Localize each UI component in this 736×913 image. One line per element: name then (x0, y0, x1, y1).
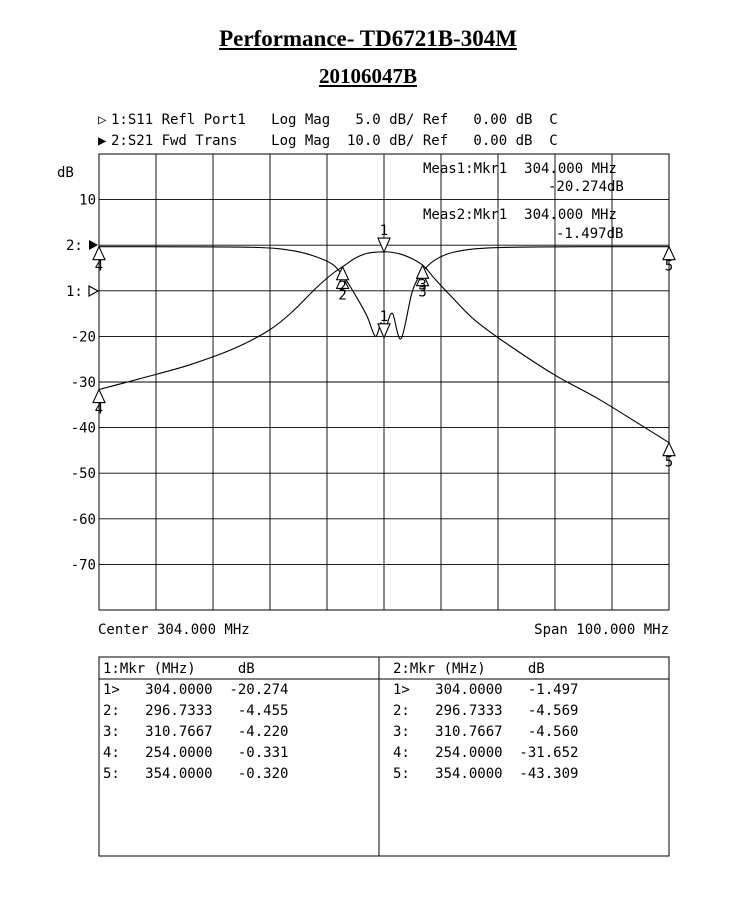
marker-triangle-up-icon (662, 245, 676, 261)
marker-triangle-down-icon (377, 323, 391, 340)
table-row: 2: 296.7333 -4.455 (103, 703, 288, 719)
marker-label: 1 (380, 309, 388, 325)
left-table-rows: 1> 304.0000 -20.274 2: 296.7333 -4.455 3… (103, 682, 288, 782)
marker-s21-2: 2 (335, 265, 350, 295)
marker-label: 5 (665, 259, 673, 275)
table-row: 2: 296.7333 -4.569 (393, 703, 578, 719)
marker-s21-1: 1 (377, 223, 391, 254)
marker-triangle-up-icon (662, 441, 676, 457)
ref2-arrow-icon (89, 240, 98, 250)
marker-triangle-up-icon (92, 245, 106, 261)
marker-label: 2 (338, 279, 346, 295)
trace1-header: 1:S11 Refl Port1 Log Mag 5.0 dB/ Ref 0.0… (111, 112, 558, 128)
plot-grid (98, 153, 670, 611)
y-unit-label: dB (57, 165, 74, 181)
table-row: 3: 310.7667 -4.560 (393, 724, 578, 740)
marker-table-frame (98, 656, 670, 857)
table-row: 4: 254.0000 -31.652 (393, 745, 578, 761)
meas1-value: -20.274dB (548, 179, 624, 195)
y-tick-label: -60 (71, 512, 96, 528)
y-tick-label: -30 (71, 375, 96, 391)
y-tick-label: -50 (71, 466, 96, 482)
meas2-label: Meas2:Mkr1 304.000 MHz (423, 207, 617, 223)
center-freq-label: Center 304.000 MHz (98, 622, 250, 638)
table-row: 1> 304.0000 -1.497 (393, 682, 578, 698)
table-row: 3: 310.7667 -4.220 (103, 724, 288, 740)
marker-label: 3 (418, 277, 426, 293)
marker-s11-4: 4 (92, 245, 106, 275)
markers: 1 2 3 4 5 1 2 3 4 5 (92, 223, 676, 471)
y-tick-label: -40 (71, 421, 96, 437)
marker-label: 2 (338, 287, 346, 303)
ref1-arrow-icon (88, 284, 100, 298)
marker-s11-3: 3 (415, 271, 430, 301)
marker-label: 1 (380, 223, 388, 239)
y-tick-label: -70 (71, 557, 96, 573)
right-table-rows: 1> 304.0000 -1.497 2: 296.7333 -4.569 3:… (393, 682, 578, 782)
table-row: 1> 304.0000 -20.274 (103, 682, 288, 698)
trace2-header: 2:S21 Fwd Trans Log Mag 10.0 dB/ Ref 0.0… (111, 133, 558, 149)
marker-triangle-up-icon (415, 271, 430, 287)
right-table-header: 2:Mkr (MHz) dB (393, 661, 545, 677)
page-title: Performance- TD6721B-304M (219, 26, 517, 51)
trace1-header-arrow: ▷ (98, 112, 107, 128)
marker-label: 4 (95, 259, 103, 275)
y-tick-labels: 10 -20 -30 -40 -50 -60 -70 (71, 193, 96, 574)
ref1-label: 1: (66, 284, 83, 300)
y-tick-label: -20 (71, 329, 96, 345)
meas2-value: -1.497dB (556, 226, 623, 242)
marker-s21-4: 4 (92, 388, 106, 418)
page-subtitle: 20106047B (318, 64, 417, 88)
table-row: 4: 254.0000 -0.331 (103, 745, 288, 761)
marker-s11-2: 2 (335, 274, 350, 303)
y-tick-label: 10 (79, 193, 96, 209)
marker-triangle-up-icon (415, 264, 430, 279)
s21-trace (98, 251, 670, 444)
span-label: Span 100.000 MHz (534, 622, 669, 638)
marker-s21-5: 5 (662, 441, 676, 471)
table-row: 5: 354.0000 -43.309 (393, 766, 578, 782)
ref2-label: 2: (66, 238, 83, 254)
marker-s11-5: 5 (662, 245, 676, 275)
marker-s21-3: 3 (415, 264, 430, 293)
marker-label: 3 (418, 285, 426, 301)
marker-triangle-down-icon (377, 237, 391, 254)
table-row: 5: 354.0000 -0.320 (103, 766, 288, 782)
marker-s11-1: 1 (377, 309, 391, 340)
meas1-label: Meas1:Mkr1 304.000 MHz (423, 161, 617, 177)
marker-label: 5 (665, 455, 673, 471)
marker-triangle-up-icon (92, 388, 106, 404)
marker-label: 4 (95, 402, 103, 418)
left-table-header: 1:Mkr (MHz) dB (103, 661, 255, 677)
marker-triangle-up-icon (335, 274, 350, 289)
marker-triangle-up-icon (335, 265, 350, 281)
trace2-header-arrow: ▶ (98, 133, 107, 149)
